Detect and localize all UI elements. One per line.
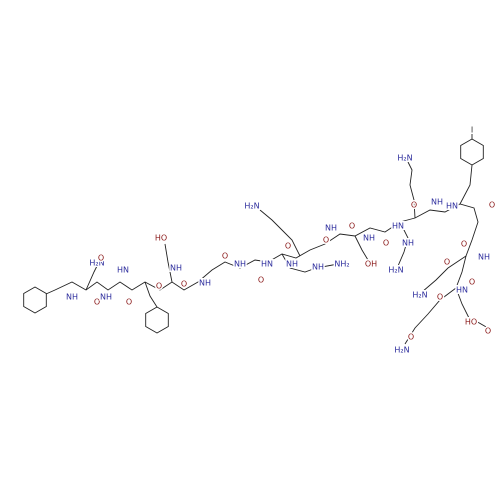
atom-label: O — [323, 236, 329, 245]
atom-label: NH — [325, 224, 337, 233]
side-chain — [397, 221, 409, 267]
atom-label: NH — [478, 253, 490, 262]
atom-label: H₂N — [244, 202, 259, 211]
atom-label: O — [383, 239, 389, 248]
atom-label: O — [469, 278, 475, 287]
phenyl-ring — [145, 306, 169, 334]
side-chain — [407, 161, 416, 219]
atom-label: HO — [155, 234, 167, 243]
atom-label: H₂N — [394, 346, 409, 355]
atom-label: HN — [261, 260, 273, 269]
atom-label: O — [408, 333, 414, 342]
atom-label: O — [181, 280, 187, 289]
side-chain — [470, 319, 489, 329]
side-chain — [459, 164, 473, 205]
side-chain — [85, 265, 98, 291]
side-chain — [259, 209, 301, 257]
side-chain — [281, 253, 339, 273]
atom-label: NH — [286, 260, 298, 269]
phenyl-ring — [23, 286, 47, 314]
atom-label: H₂N — [388, 266, 403, 275]
atom-label: OH — [365, 260, 377, 269]
atom-label: O — [411, 201, 417, 210]
side-chain — [421, 255, 467, 293]
atom-label: I — [471, 126, 473, 135]
atom-label: HN — [446, 202, 458, 211]
atom-labels: H₂N O NH O NH O HN O HO NH O NH O NH O H… — [65, 124, 497, 356]
side-chain — [144, 281, 158, 308]
atom-label: NH — [170, 264, 182, 273]
atom-label: NH — [199, 279, 211, 288]
atom-label: NH₂ — [334, 260, 349, 269]
bonds — [23, 134, 489, 345]
atom-label: O — [489, 201, 495, 210]
atom-label: O — [485, 327, 491, 336]
side-chain — [354, 235, 369, 261]
atom-label: O — [94, 298, 100, 307]
atom-label: NH — [100, 293, 112, 302]
atom-label: NH — [363, 234, 375, 243]
atom-label: H₂N — [397, 154, 412, 163]
atom-label: NH — [66, 293, 78, 302]
backbone — [45, 203, 479, 321]
atom-label: HO — [465, 318, 477, 327]
atom-label: O — [258, 276, 264, 285]
side-chain — [404, 287, 457, 345]
atom-label: O — [156, 282, 162, 291]
atom-label: O — [126, 298, 132, 307]
atom-label: O — [461, 240, 467, 249]
atom-label: O — [437, 293, 443, 302]
atom-label: O — [222, 252, 228, 261]
atom-label: NH — [431, 198, 443, 207]
atom-label: O — [444, 258, 450, 267]
atom-label: H₂N — [89, 259, 104, 268]
side-chain — [164, 243, 173, 283]
atom-label: NH — [312, 263, 324, 272]
atom-label: HN — [117, 266, 129, 275]
atom-label: HN — [456, 286, 468, 295]
atom-label: H₂N — [412, 291, 427, 300]
atom-label: HN — [392, 222, 404, 231]
atom-label: NH — [234, 260, 246, 269]
atom-label: O — [349, 222, 355, 231]
atom-label: O — [98, 254, 104, 263]
atom-label: NH — [402, 239, 414, 248]
atom-label: O — [285, 242, 291, 251]
